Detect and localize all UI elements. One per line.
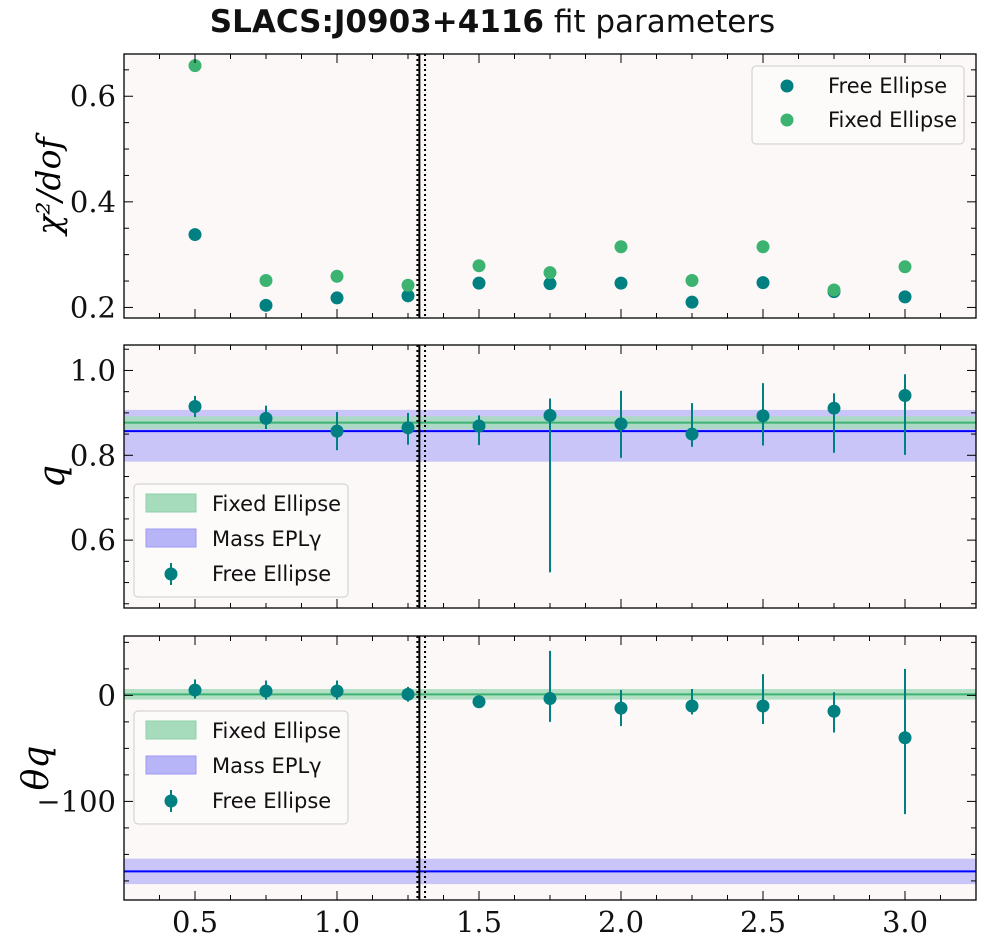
free-point: [543, 408, 557, 422]
fixed-point: [898, 260, 912, 274]
legend-marker-free: [164, 794, 178, 808]
free-point: [188, 683, 202, 697]
legend-marker-free: [164, 567, 178, 581]
fixed-point: [827, 283, 841, 297]
legend-label-free: Free Ellipse: [212, 789, 331, 813]
title-suffix: fit parameters: [553, 4, 776, 40]
free-point: [685, 427, 699, 441]
free-point: [472, 276, 486, 290]
free-point: [259, 298, 273, 312]
fixed-point: [614, 240, 628, 254]
panel-theta: −100 0 0.5 1.0 1.5 2.0 2.5 3.0 θq Fixed Ellipse Ma…: [16, 635, 977, 939]
legend: Fixed Ellipse Mass EPLγ Free Ellipse: [133, 710, 349, 825]
legend-label-free: Free Ellipse: [212, 562, 331, 586]
y-axis-label: q: [32, 465, 73, 488]
free-point: [472, 419, 486, 433]
free-point: [401, 289, 415, 303]
free-point: [614, 417, 628, 431]
legend-label-fixed: Fixed Ellipse: [828, 108, 957, 132]
legend-label-fixed: Fixed Ellipse: [212, 492, 341, 516]
legend-swatch-fixed: [145, 493, 197, 513]
free-point: [543, 277, 557, 291]
free-point: [330, 684, 344, 698]
free-point: [472, 695, 486, 709]
fixed-point: [685, 274, 699, 288]
panel-chi2: 0.2 0.4 0.6χ²/dof Free Ellipse Fixed Ellipse: [29, 53, 977, 324]
free-point: [401, 687, 415, 701]
free-point: [401, 421, 415, 435]
y-tick-label: 0.6: [70, 79, 116, 113]
y-tick-label: 0.8: [70, 438, 116, 472]
fixed-point: [543, 266, 557, 280]
x-tick-label: 3.0: [882, 905, 928, 939]
x-tick-label: 1.0: [314, 905, 360, 939]
fixed-point: [188, 59, 202, 73]
free-point: [898, 388, 912, 402]
x-tick-label: 2.0: [598, 905, 644, 939]
free-point: [756, 699, 770, 713]
free-point: [685, 699, 699, 713]
y-tick-label: 1.0: [70, 353, 116, 387]
figure-title: SLACS:J0903+4116 fit parameters: [0, 4, 985, 40]
free-point: [827, 401, 841, 415]
legend: Free Ellipse Fixed Ellipse: [751, 65, 965, 145]
free-point: [685, 295, 699, 309]
panel-q: 0.6 0.8 1.0 q Fixed Ellipse Mass EPLγ Free Ell…: [32, 344, 977, 609]
free-point: [898, 731, 912, 745]
free-point: [188, 228, 202, 242]
legend-label-fixed: Fixed Ellipse: [212, 719, 341, 743]
legend-box: [751, 65, 965, 145]
legend-marker-free: [780, 79, 794, 93]
x-tick-label: 0.5: [172, 905, 218, 939]
y-tick-label: 0.4: [70, 185, 116, 219]
y-tick-label: −100: [36, 784, 116, 818]
free-point: [756, 276, 770, 290]
x-tick-label: 1.5: [456, 905, 502, 939]
fixed-point: [330, 269, 344, 283]
legend-marker-fixed: [780, 113, 794, 127]
y-tick-label: 0.2: [70, 290, 116, 324]
legend-swatch-mass: [145, 755, 197, 775]
fixed-point: [259, 274, 273, 288]
title-name: SLACS:J0903+4116: [209, 4, 544, 40]
y-axis-label: χ²/dof: [29, 131, 68, 236]
free-point: [614, 701, 628, 715]
legend-label-mass: Mass EPLγ: [212, 754, 322, 778]
free-point: [614, 276, 628, 290]
legend-swatch-fixed: [145, 720, 197, 740]
x-tick-label: 2.5: [740, 905, 786, 939]
free-point: [330, 424, 344, 438]
legend-swatch-mass: [145, 528, 197, 548]
free-point: [188, 400, 202, 414]
free-point: [898, 290, 912, 304]
free-point: [259, 411, 273, 425]
fixed-point: [401, 278, 415, 292]
free-point: [543, 692, 557, 706]
y-tick-label: 0.6: [70, 523, 116, 557]
y-axis-label: θq: [16, 746, 57, 791]
free-point: [756, 409, 770, 423]
fixed-point: [472, 259, 486, 273]
y-tick-label: 0: [98, 678, 116, 712]
fixed-point: [756, 240, 770, 254]
free-point: [330, 291, 344, 305]
legend-label-free: Free Ellipse: [828, 74, 947, 98]
free-point: [259, 684, 273, 698]
free-point: [827, 704, 841, 718]
legend: Fixed Ellipse Mass EPLγ Free Ellipse: [133, 483, 349, 598]
legend-label-mass: Mass EPLγ: [212, 527, 322, 551]
